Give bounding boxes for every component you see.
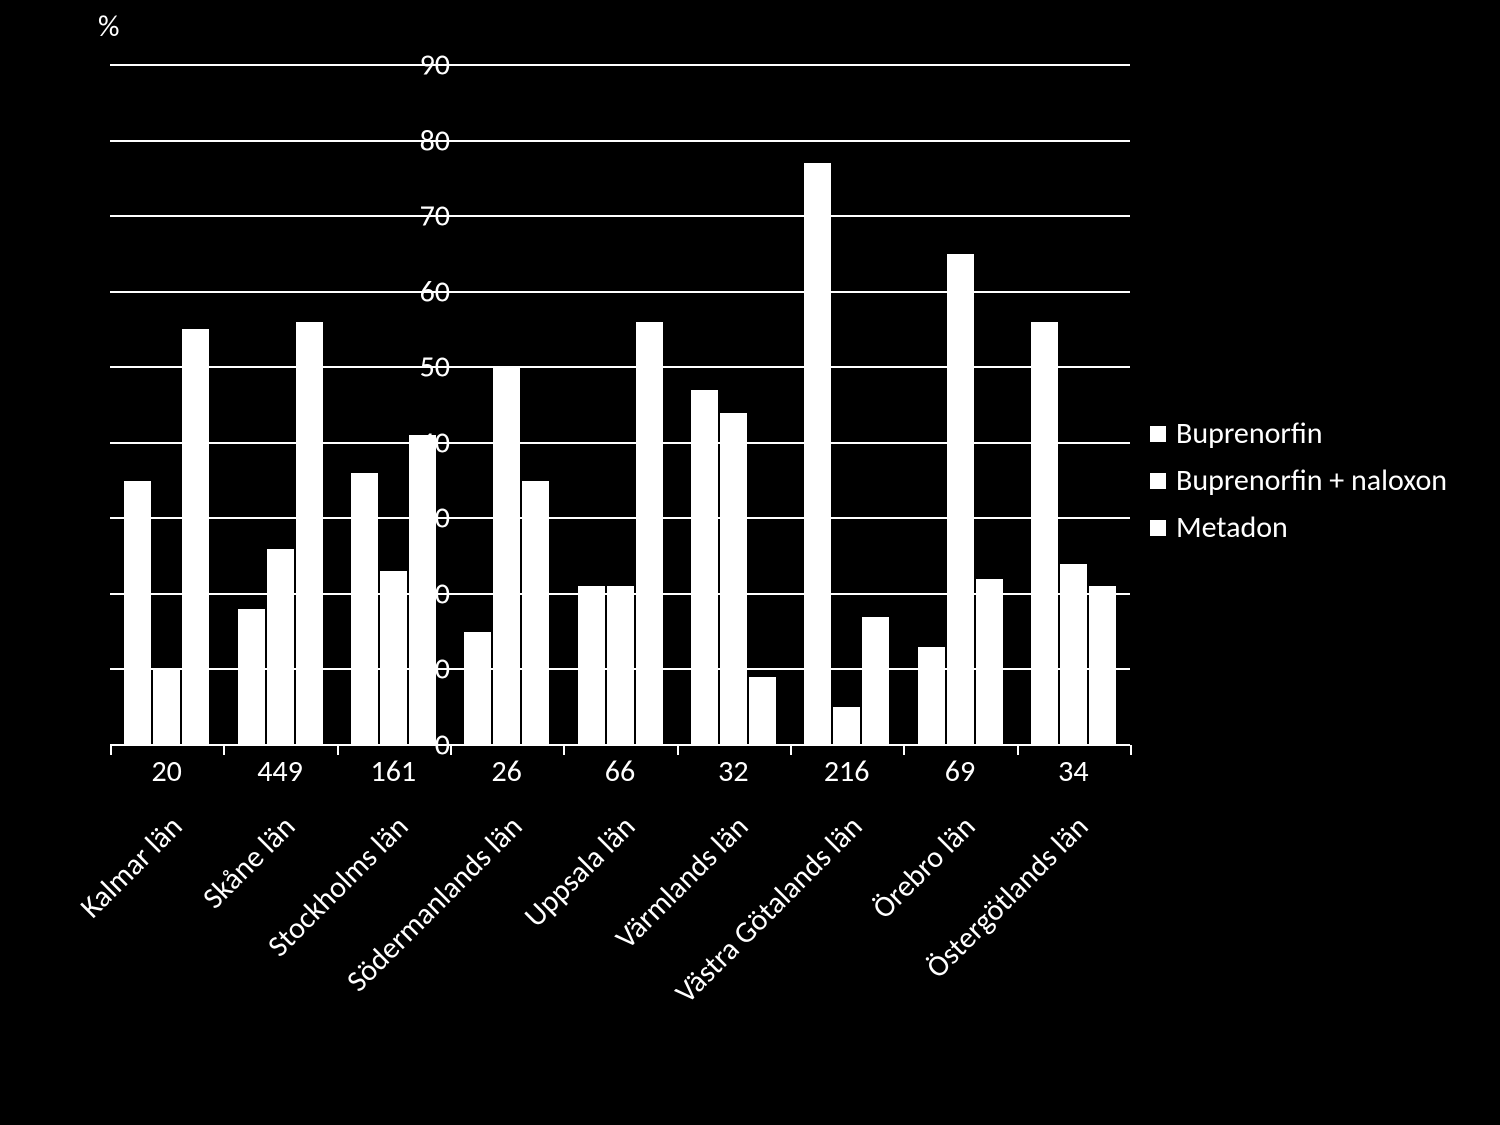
bars-container	[110, 65, 1130, 745]
legend-item: Buprenorfin + naloxon	[1150, 462, 1447, 499]
x-count-label: 20	[151, 753, 181, 790]
x-category-label: Södermanlands län	[291, 808, 529, 1046]
x-count-label: 69	[945, 753, 975, 790]
legend-item: Buprenorfin	[1150, 415, 1447, 452]
x-count-label: 161	[371, 753, 417, 790]
x-category-label: Östergötlands län	[858, 808, 1096, 1046]
legend-item: Metadon	[1150, 509, 1447, 546]
bar	[1031, 322, 1058, 745]
bar	[720, 413, 747, 745]
y-tick-label: 40	[390, 424, 450, 461]
x-count-label: 34	[1058, 753, 1088, 790]
plot-area	[110, 65, 1130, 745]
legend-label: Buprenorfin	[1176, 415, 1323, 452]
bar	[578, 586, 605, 745]
bar	[918, 647, 945, 745]
y-tick-label: 90	[390, 47, 450, 84]
x-count-label: 32	[718, 753, 748, 790]
legend-swatch	[1150, 473, 1166, 489]
y-tick-label: 70	[390, 198, 450, 235]
bar	[862, 617, 889, 745]
x-tick-mark	[223, 745, 225, 755]
x-count-label: 26	[491, 753, 521, 790]
x-category-label: Stockholms län	[178, 808, 416, 1046]
bar	[636, 322, 663, 745]
y-tick-label: 10	[390, 651, 450, 688]
x-category-label: Uppsala län	[405, 808, 643, 1046]
x-tick-mark	[337, 745, 339, 755]
x-tick-mark	[790, 745, 792, 755]
bar	[182, 329, 209, 745]
x-tick-mark	[677, 745, 679, 755]
x-category-label: Västra Götalands län	[631, 808, 869, 1046]
bar	[267, 549, 294, 745]
x-axis-baseline	[110, 744, 1130, 746]
bar	[238, 609, 265, 745]
legend-label: Buprenorfin + naloxon	[1176, 462, 1447, 499]
y-tick-label: 20	[390, 575, 450, 612]
legend-swatch	[1150, 426, 1166, 442]
bar	[833, 707, 860, 745]
bar	[607, 586, 634, 745]
y-tick-label: 60	[390, 273, 450, 310]
bar	[947, 254, 974, 745]
x-tick-mark	[1017, 745, 1019, 755]
bar	[1060, 564, 1087, 745]
x-tick-mark	[1130, 745, 1132, 755]
bar	[691, 390, 718, 745]
bar	[804, 163, 831, 745]
bar	[1089, 586, 1116, 745]
x-category-label: Värmlands län	[518, 808, 756, 1046]
x-tick-mark	[450, 745, 452, 755]
bar	[351, 473, 378, 745]
x-count-label: 449	[257, 753, 303, 790]
x-tick-mark	[903, 745, 905, 755]
y-tick-label: 80	[390, 122, 450, 159]
legend: Buprenorfin Buprenorfin + naloxon Metado…	[1150, 415, 1447, 556]
bar	[749, 677, 776, 745]
x-category-label: Skåne län	[65, 808, 303, 1046]
bar	[124, 481, 151, 745]
x-count-label: 216	[824, 753, 870, 790]
x-tick-mark	[563, 745, 565, 755]
bar	[464, 632, 491, 745]
bar	[522, 481, 549, 745]
bar	[976, 579, 1003, 745]
x-category-label: Örebro län	[745, 808, 983, 1046]
bar	[153, 669, 180, 745]
legend-label: Metadon	[1176, 509, 1288, 546]
x-tick-mark	[110, 745, 112, 755]
bar-chart: 0102030405060708090 % 204491612666322166…	[20, 0, 1480, 1125]
x-count-label: 66	[605, 753, 635, 790]
legend-swatch	[1150, 520, 1166, 536]
y-unit-label: %	[98, 8, 119, 45]
y-tick-label: 50	[390, 349, 450, 386]
y-tick-label: 30	[390, 500, 450, 537]
bar	[493, 367, 520, 745]
bar	[296, 322, 323, 745]
